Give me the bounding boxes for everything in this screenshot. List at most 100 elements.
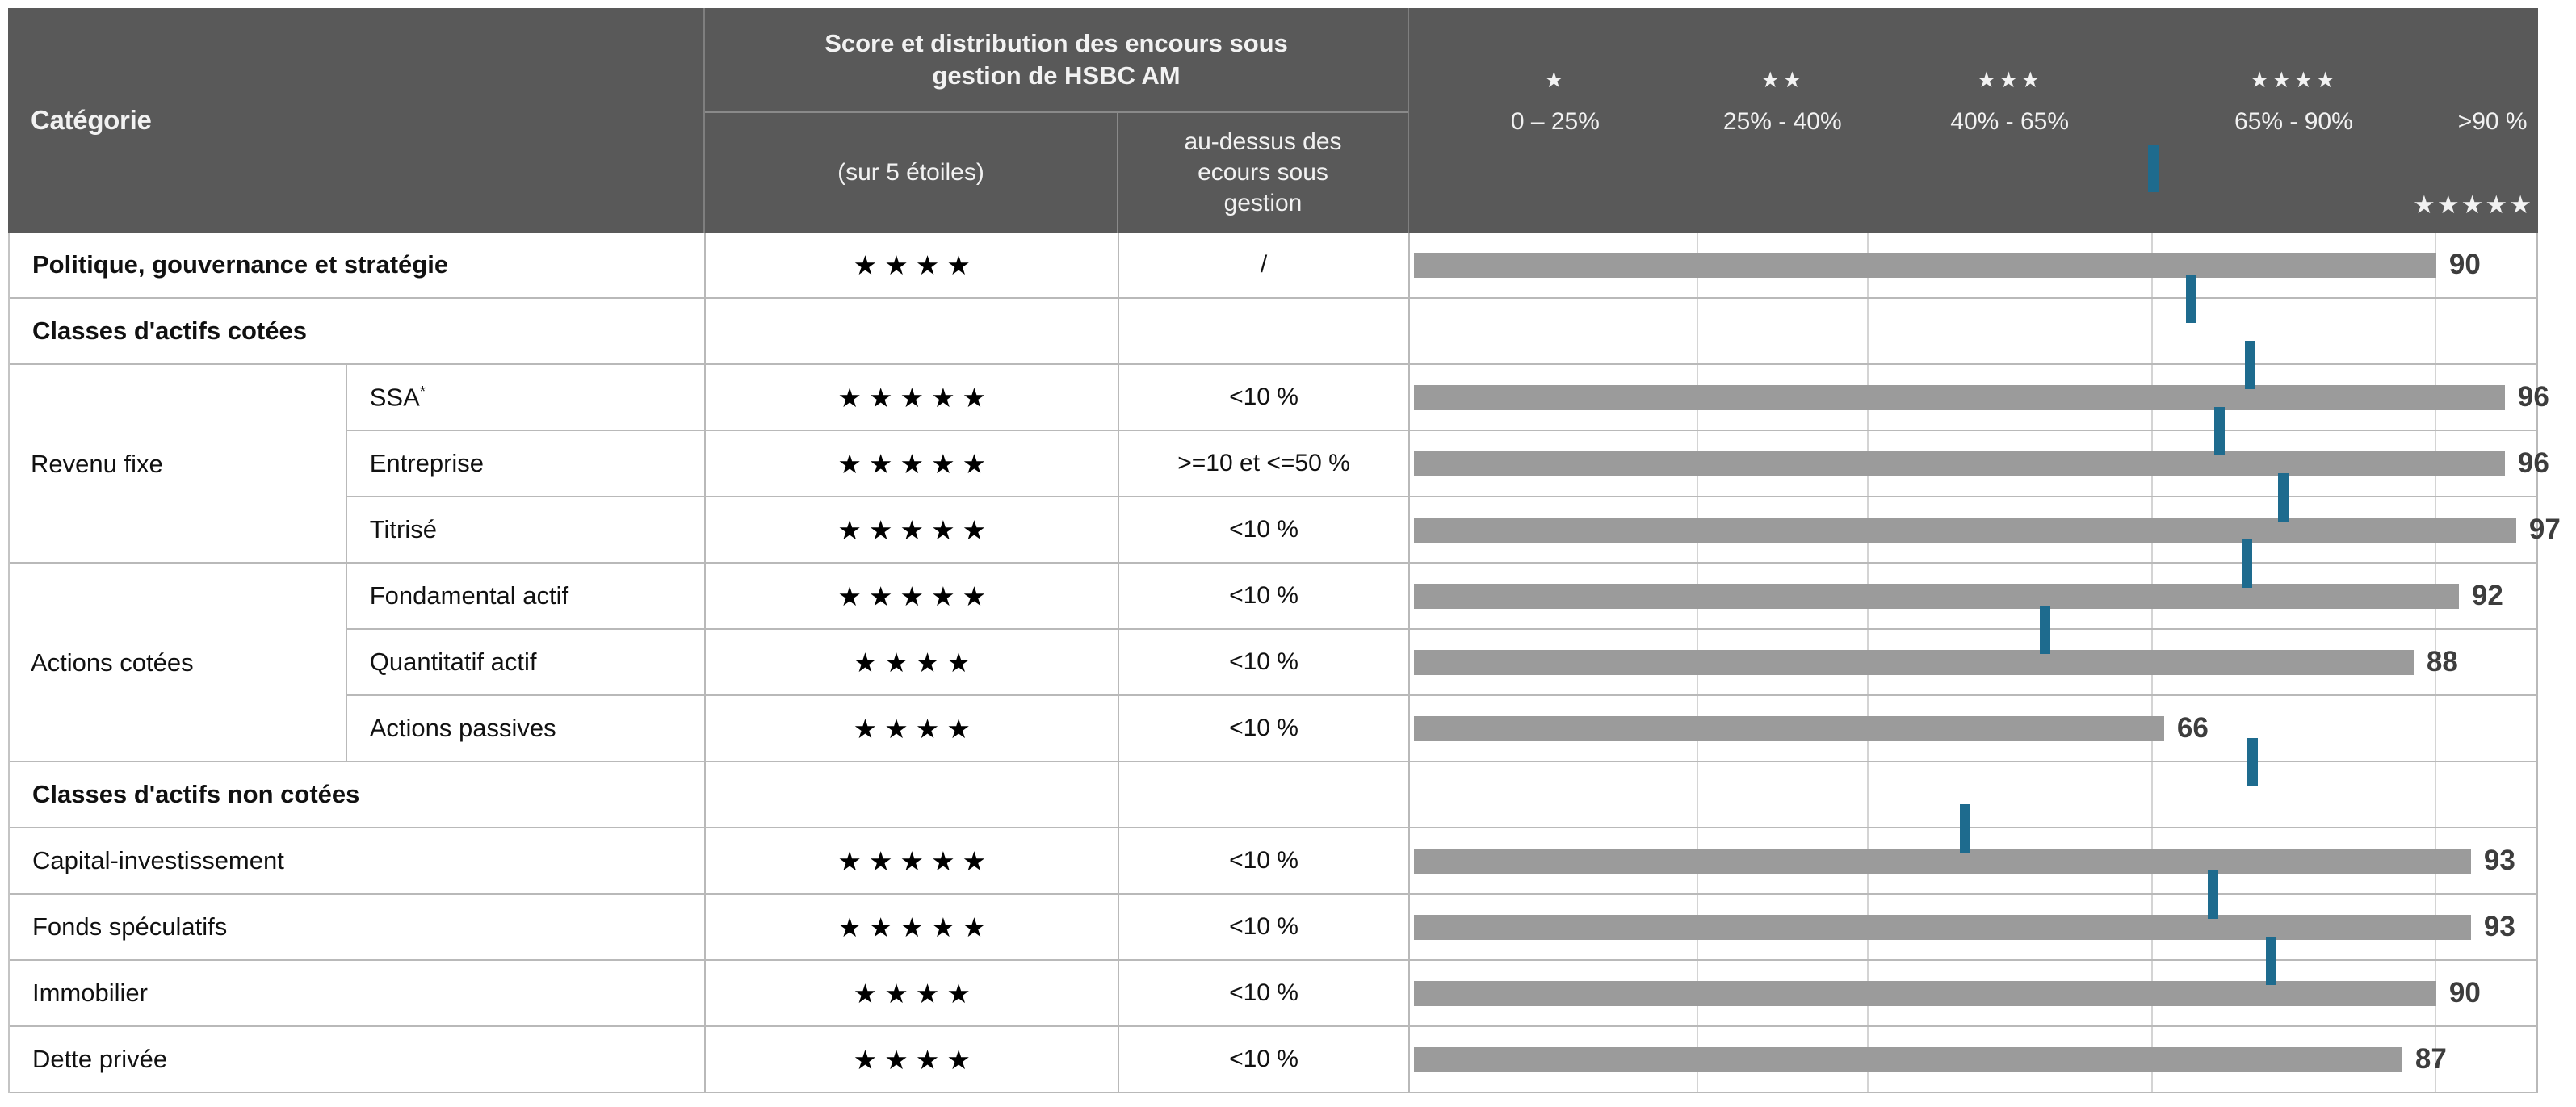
score-sub-label: (sur 5 étoiles) bbox=[837, 159, 984, 186]
score-value: 93 bbox=[2483, 911, 2515, 942]
category-label: Actions passives bbox=[369, 714, 556, 742]
category-label: Quantitatif actif bbox=[369, 648, 537, 676]
category-group-cell bbox=[10, 365, 347, 431]
scale-band-stars-icon: ★★ bbox=[1760, 68, 1805, 92]
score-bar-cell: 90 bbox=[1409, 961, 2538, 1027]
score-bar bbox=[1413, 650, 2414, 675]
aum-sub-line2: ecours sous bbox=[1198, 159, 1328, 186]
scale-band-range-label: >90 % bbox=[2457, 108, 2528, 135]
aum-range: <10 % bbox=[1119, 961, 1410, 1027]
scale-band: ★>90 % bbox=[2435, 8, 2549, 233]
score-bar-cell: 93 bbox=[1409, 828, 2538, 895]
score-bar bbox=[1413, 716, 2164, 741]
score-value: 97 bbox=[2528, 514, 2561, 545]
median-tick bbox=[2278, 473, 2289, 522]
median-tick bbox=[2214, 407, 2226, 455]
star-rating bbox=[706, 299, 1120, 365]
aum-range bbox=[1119, 299, 1410, 365]
category-label: Capital-investissement bbox=[32, 846, 284, 874]
table-body: Politique, gouvernance et stratégie ★★★★ /… bbox=[8, 233, 2561, 1093]
scale-band-stars-icon: ★★★★ bbox=[2250, 68, 2338, 92]
score-value: 90 bbox=[2448, 977, 2481, 1008]
aum-sub-line1: au-dessus des bbox=[1184, 128, 1342, 155]
score-value: 90 bbox=[2448, 249, 2481, 280]
star-rating: ★★★★ bbox=[706, 961, 1120, 1027]
aum-range: <10 % bbox=[1119, 895, 1410, 961]
score-value: 88 bbox=[2426, 646, 2458, 677]
category-group-cell bbox=[10, 564, 347, 630]
star-rating: ★★★★ bbox=[706, 696, 1120, 762]
star-rating: ★★★★★ bbox=[706, 431, 1120, 497]
category-group-cell bbox=[10, 431, 347, 497]
header-category-cell: Catégorie bbox=[8, 8, 705, 233]
aum-range: / bbox=[1119, 233, 1410, 299]
aum-range: <10 % bbox=[1119, 696, 1410, 762]
category-label: Fonds spéculatifs bbox=[32, 912, 228, 941]
scale-band: ★ 0 – 25% bbox=[1413, 8, 1697, 233]
aum-range: <10 % bbox=[1119, 497, 1410, 564]
table-row: Capital-investissement ★★★★★ <10 % 93 bbox=[8, 828, 2538, 895]
score-bar bbox=[1413, 915, 2471, 940]
category-header-label: Catégorie bbox=[31, 105, 152, 135]
category-subcell: Titrisé bbox=[346, 497, 707, 564]
header-median-tick bbox=[2147, 145, 2159, 192]
aum-range: <10 % bbox=[1119, 828, 1410, 895]
score-bar-cell bbox=[1409, 762, 2538, 828]
table-row: Fonds spéculatifs ★★★★★ <10 % 93 bbox=[8, 895, 2538, 961]
aum-range: <10 % bbox=[1119, 630, 1410, 696]
category-group-cell bbox=[10, 497, 347, 564]
table-header: Catégorie Score et distribution des enco… bbox=[8, 8, 2538, 233]
aum-range bbox=[1119, 762, 1410, 828]
category-subcell: Actions passives bbox=[346, 696, 707, 762]
score-bar-cell: 90 bbox=[1409, 233, 2538, 299]
footnote-asterisk: * bbox=[419, 382, 426, 400]
category-group-cell bbox=[10, 696, 347, 762]
score-bar-cell: 88 bbox=[1409, 630, 2538, 696]
median-tick bbox=[2208, 870, 2219, 919]
five-stars-icon: ★★★★★ bbox=[2413, 191, 2533, 219]
category-subcell: SSA* bbox=[346, 365, 707, 431]
score-bar bbox=[1413, 584, 2459, 609]
aum-range: <10 % bbox=[1119, 1027, 1410, 1093]
scale-band-stars-icon: ★ bbox=[1544, 68, 1567, 92]
table-row: Politique, gouvernance et stratégie ★★★★ /… bbox=[8, 233, 2538, 299]
median-tick bbox=[2186, 275, 2197, 323]
table-row: Fondamental actif ★★★★★ <10 % 92 bbox=[8, 564, 2538, 630]
star-rating: ★★★★★ bbox=[706, 365, 1120, 431]
table-row: Entreprise ★★★★★ >=10 et <=50 % 96 bbox=[8, 431, 2549, 497]
category-label: Entreprise bbox=[369, 449, 485, 477]
star-rating bbox=[706, 762, 1120, 828]
score-bar-cell: 96 bbox=[1409, 365, 2549, 431]
median-tick bbox=[2245, 341, 2256, 389]
score-value: 92 bbox=[2471, 580, 2503, 611]
category-label: Politique, gouvernance et stratégie bbox=[32, 250, 449, 279]
category-label: Classes d'actifs non cotées bbox=[32, 780, 360, 808]
aum-sub-line3: gestion bbox=[1223, 190, 1303, 216]
category-cell: Classes d'actifs non cotées bbox=[10, 762, 707, 828]
header-score-title: Score et distribution des encours sous g… bbox=[705, 8, 1408, 113]
score-bar-cell: 92 bbox=[1409, 564, 2538, 630]
category-label: Dette privée bbox=[32, 1045, 168, 1073]
score-value: 96 bbox=[2517, 381, 2549, 413]
score-bar bbox=[1413, 849, 2471, 874]
table-row: Immobilier ★★★★ <10 % 90 bbox=[8, 961, 2538, 1027]
category-cell: Dette privée bbox=[10, 1027, 707, 1093]
score-value: 66 bbox=[2176, 712, 2209, 744]
scale-band-stars-icon: ★★★ bbox=[1976, 68, 2043, 92]
star-rating: ★★★★ bbox=[706, 1027, 1120, 1093]
score-bar bbox=[1413, 385, 2505, 410]
score-bar-cell bbox=[1409, 299, 2538, 365]
category-label: Fondamental actif bbox=[369, 581, 569, 610]
table-row: Classes d'actifs cotées bbox=[8, 299, 2538, 365]
scale-band-range-label: 0 – 25% bbox=[1510, 108, 1600, 135]
median-tick bbox=[2039, 606, 2050, 654]
median-tick bbox=[2265, 937, 2276, 985]
category-label: Immobilier bbox=[32, 979, 148, 1007]
star-rating: ★★★★★ bbox=[706, 895, 1120, 961]
header-score-group: Score et distribution des encours sous g… bbox=[705, 8, 1409, 233]
score-bar-cell: 93 bbox=[1409, 895, 2538, 961]
table-row: Dette privée ★★★★ <10 % 87 bbox=[8, 1027, 2538, 1093]
header-subrow: (sur 5 étoiles) au-dessus des ecours sou… bbox=[705, 113, 1408, 233]
score-bar-cell: 97 bbox=[1409, 497, 2561, 564]
aum-range: <10 % bbox=[1119, 564, 1410, 630]
